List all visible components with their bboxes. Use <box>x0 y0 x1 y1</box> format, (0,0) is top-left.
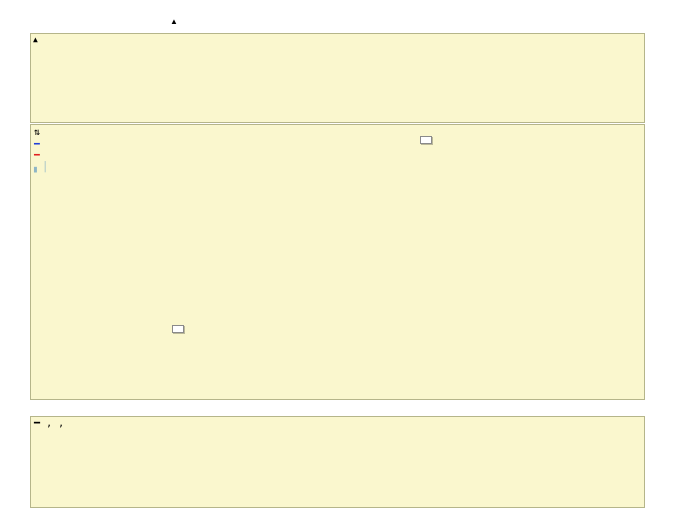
up-triangle-icon: ▲ <box>33 35 38 44</box>
chart-header: ▲ <box>0 0 700 32</box>
price-legend-row: ⇅ <box>34 127 45 139</box>
updown-arrows-icon: ⇅ <box>34 127 41 138</box>
line-icon: ━ <box>34 138 40 150</box>
target-box <box>420 136 432 144</box>
rsi-panel <box>30 33 645 123</box>
price-legend: ⇅ ━ ━ ▖▕ <box>34 127 45 173</box>
macd-legend: ━ , , <box>34 418 65 429</box>
rsi-plot-area <box>31 34 644 122</box>
price-plot-area <box>31 125 644 399</box>
ema34-legend-row: ━ <box>34 150 45 162</box>
macd-plot-area <box>31 417 644 507</box>
price-panel <box>30 124 645 400</box>
rsi-legend: ▲ <box>33 34 38 45</box>
bar-chart-icon: ▖▕ <box>34 161 46 173</box>
volume-legend-row: ▖▕ <box>34 162 45 174</box>
line-icon: ━ <box>34 418 41 429</box>
quote-line: ▲ <box>170 16 178 27</box>
sentiment-box <box>172 325 184 333</box>
ema13-legend-row: ━ <box>34 139 45 151</box>
line-icon: ━ <box>34 150 40 161</box>
up-triangle-icon: ▲ <box>170 17 178 26</box>
macd-panel <box>30 416 645 508</box>
